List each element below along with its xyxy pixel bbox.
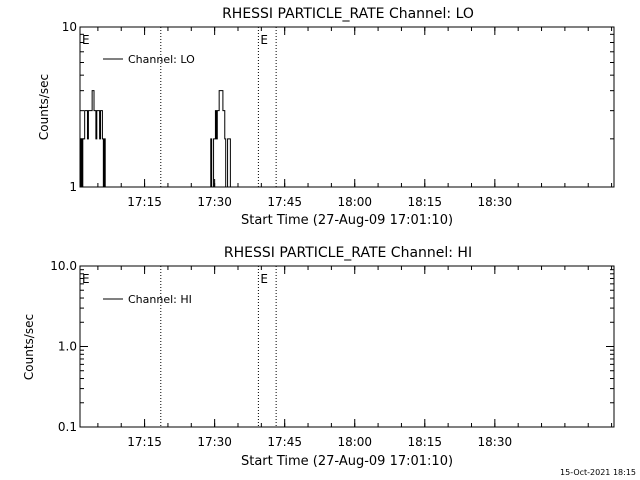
x-tick-label: 18:30	[478, 435, 513, 449]
x-tick-label: 17:15	[127, 435, 162, 449]
y-tick-marks	[80, 26, 614, 188]
x-tick-label: 17:45	[267, 195, 302, 209]
chart-panel-hi: RHESSI PARTICLE_RATE Channel: HI Counts/…	[22, 245, 615, 469]
y-tick-labels: 1 10	[62, 20, 77, 194]
x-tick-marks	[97, 266, 613, 427]
x-tick-label: 17:30	[197, 195, 232, 209]
x-tick-label: 17:45	[267, 435, 302, 449]
series-line	[80, 90, 237, 188]
y-tick-marks	[80, 265, 614, 428]
y-tick-label: 10.0	[50, 259, 77, 273]
y-axis-label: Counts/sec	[37, 74, 51, 140]
x-axis-label: Start Time (27-Aug-09 17:01:10)	[241, 213, 453, 228]
chart-title: RHESSI PARTICLE_RATE Channel: HI	[224, 245, 472, 261]
event-marker: E	[82, 33, 90, 47]
y-tick-label: 1.0	[58, 340, 77, 354]
x-axis-label: Start Time (27-Aug-09 17:01:10)	[241, 454, 453, 469]
event-marker: E	[82, 272, 90, 286]
event-marker: E	[260, 272, 268, 286]
y-tick-label: 1	[69, 180, 77, 194]
series-lines	[80, 90, 237, 188]
x-tick-label: 18:00	[337, 435, 372, 449]
chart-panel-lo: RHESSI PARTICLE_RATE Channel: LO Counts/…	[37, 6, 615, 228]
x-tick-label: 17:30	[197, 435, 232, 449]
legend: Channel: LO	[103, 53, 195, 66]
chart-title: RHESSI PARTICLE_RATE Channel: LO	[222, 6, 474, 22]
x-tick-labels: 17:15 17:30 17:45 18:00 18:15 18:30	[127, 435, 512, 449]
x-tick-label: 18:00	[337, 195, 372, 209]
x-tick-labels: 17:15 17:30 17:45 18:00 18:15 18:30	[127, 195, 512, 209]
event-marker: E	[260, 33, 268, 47]
x-tick-label: 18:15	[407, 435, 442, 449]
x-tick-marks	[97, 27, 613, 187]
legend: Channel: HI	[103, 293, 192, 306]
footer-timestamp: 15-Oct-2021 18:15	[560, 468, 636, 477]
legend-label: Channel: HI	[128, 293, 192, 306]
y-tick-label: 0.1	[58, 420, 77, 434]
x-tick-label: 18:30	[478, 195, 513, 209]
y-tick-labels: 0.1 1.0 10.0	[50, 259, 77, 434]
plot-frame	[79, 26, 615, 188]
y-axis-label: Counts/sec	[22, 314, 36, 380]
x-tick-label: 17:15	[127, 195, 162, 209]
x-tick-label: 18:15	[407, 195, 442, 209]
y-tick-label: 10	[62, 20, 77, 34]
plot-frame	[79, 265, 615, 428]
legend-label: Channel: LO	[128, 53, 195, 66]
